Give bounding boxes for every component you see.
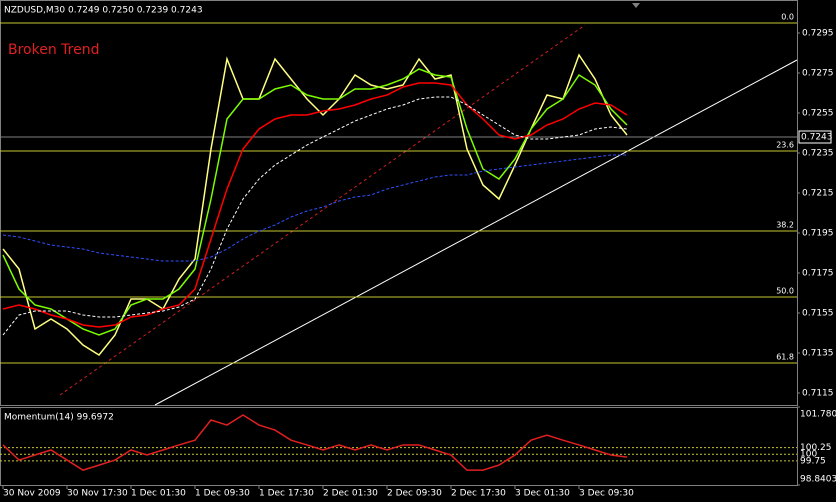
y-tick-label: 101.780 (800, 410, 836, 420)
shift-marker (632, 3, 640, 8)
main-frame (0, 0, 798, 406)
momentum-title: Momentum(14) 99.6972 (4, 413, 114, 423)
y-tick-label: 100.25 (800, 443, 832, 453)
last-price-label: 0.7243 (801, 133, 833, 143)
fib-label: 50.0 (776, 287, 794, 296)
fib-label: 0.0 (781, 13, 794, 22)
y-tick-label: 0.7135 (802, 349, 834, 359)
series-line (2, 53, 628, 356)
y-tick-label: 0.7175 (802, 269, 834, 279)
series-line (2, 414, 628, 471)
y-tick-label: 98.8403 (800, 475, 836, 485)
x-tick-label: 2 Dec 01:30 (323, 489, 378, 499)
y-tick-label: 99.75 (800, 456, 826, 466)
x-tick-label: 3 Dec 01:30 (515, 489, 570, 499)
x-tick-label: 30 Nov 17:30 (67, 489, 128, 499)
trend-line (154, 59, 798, 406)
y-tick-label: 0.7195 (802, 229, 834, 239)
series-line (2, 154, 627, 262)
series-line (2, 96, 628, 336)
y-tick-label: 0.7295 (802, 29, 834, 39)
x-tick-label: 3 Dec 09:30 (579, 489, 634, 499)
y-tick-label: 0.7115 (802, 389, 834, 399)
last-price-box (798, 130, 832, 144)
x-tick-label: 1 Dec 17:30 (259, 489, 314, 499)
fib-label: 38.2 (776, 221, 794, 230)
y-tick-label: 0.7155 (802, 309, 834, 319)
x-tick-label: 30 Nov 2009 (3, 489, 61, 499)
y-tick-label: 0.7215 (802, 189, 834, 199)
y-tick-label: 0.7275 (802, 69, 834, 79)
fib-label: 61.8 (776, 353, 794, 362)
x-tick-label: 2 Dec 09:30 (387, 489, 442, 499)
momentum-frame (0, 407, 798, 486)
x-tick-label: 1 Dec 09:30 (195, 489, 250, 499)
x-tick-label: 1 Dec 01:30 (131, 489, 186, 499)
series-line (2, 68, 628, 336)
x-tick-label: 2 Dec 17:30 (451, 489, 506, 499)
chart-title: NZDUSD,M30 0.7249 0.7250 0.7239 0.7243 (4, 6, 203, 16)
fib-line (59, 24, 586, 396)
y-tick-label: 100 (800, 450, 817, 460)
fib-label: 23.6 (776, 141, 794, 150)
y-tick-label: 0.7255 (802, 109, 834, 119)
y-tick-label: 0.7235 (802, 149, 834, 159)
annotation: Broken Trend (8, 42, 99, 58)
